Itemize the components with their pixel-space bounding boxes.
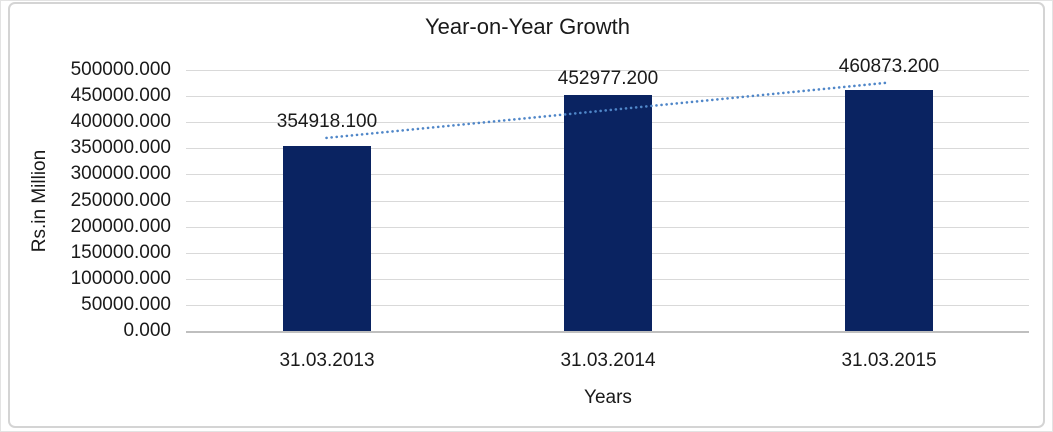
y-tick-label: 300000.000	[70, 163, 171, 184]
bar	[564, 95, 652, 331]
chart-title: Year-on-Year Growth	[424, 14, 631, 39]
y-tick-label: 200000.000	[70, 216, 171, 237]
data-label: 354918.100	[276, 111, 378, 132]
y-tick-label: 50000.000	[81, 294, 171, 315]
bar	[283, 146, 371, 331]
y-tick-label: 250000.000	[70, 190, 171, 211]
y-tick-label: 500000.000	[70, 59, 171, 80]
trendline	[325, 81, 890, 140]
bar	[845, 90, 933, 331]
y-tick-label: 400000.000	[70, 111, 171, 132]
gridline	[186, 70, 1029, 71]
x-tick-label: 31.03.2014	[560, 350, 656, 371]
x-axis-line	[186, 331, 1029, 333]
y-tick-label: 450000.000	[70, 85, 171, 106]
data-label: 460873.200	[838, 56, 940, 77]
trendline-line	[325, 81, 890, 140]
y-tick-label: 350000.000	[70, 137, 171, 158]
x-tick-label: 31.03.2015	[841, 350, 937, 371]
x-axis-title: Years	[584, 387, 632, 408]
y-tick-label: 0.000	[123, 320, 171, 341]
data-label: 452977.200	[557, 68, 659, 89]
y-tick-label: 150000.000	[70, 242, 171, 263]
x-tick-label: 31.03.2013	[279, 350, 375, 371]
plot-area	[186, 70, 1029, 333]
y-tick-label: 100000.000	[70, 268, 171, 289]
